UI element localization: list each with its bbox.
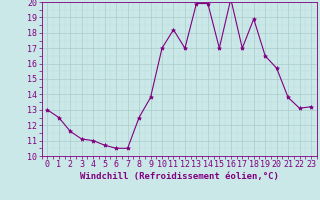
X-axis label: Windchill (Refroidissement éolien,°C): Windchill (Refroidissement éolien,°C) [80, 172, 279, 181]
